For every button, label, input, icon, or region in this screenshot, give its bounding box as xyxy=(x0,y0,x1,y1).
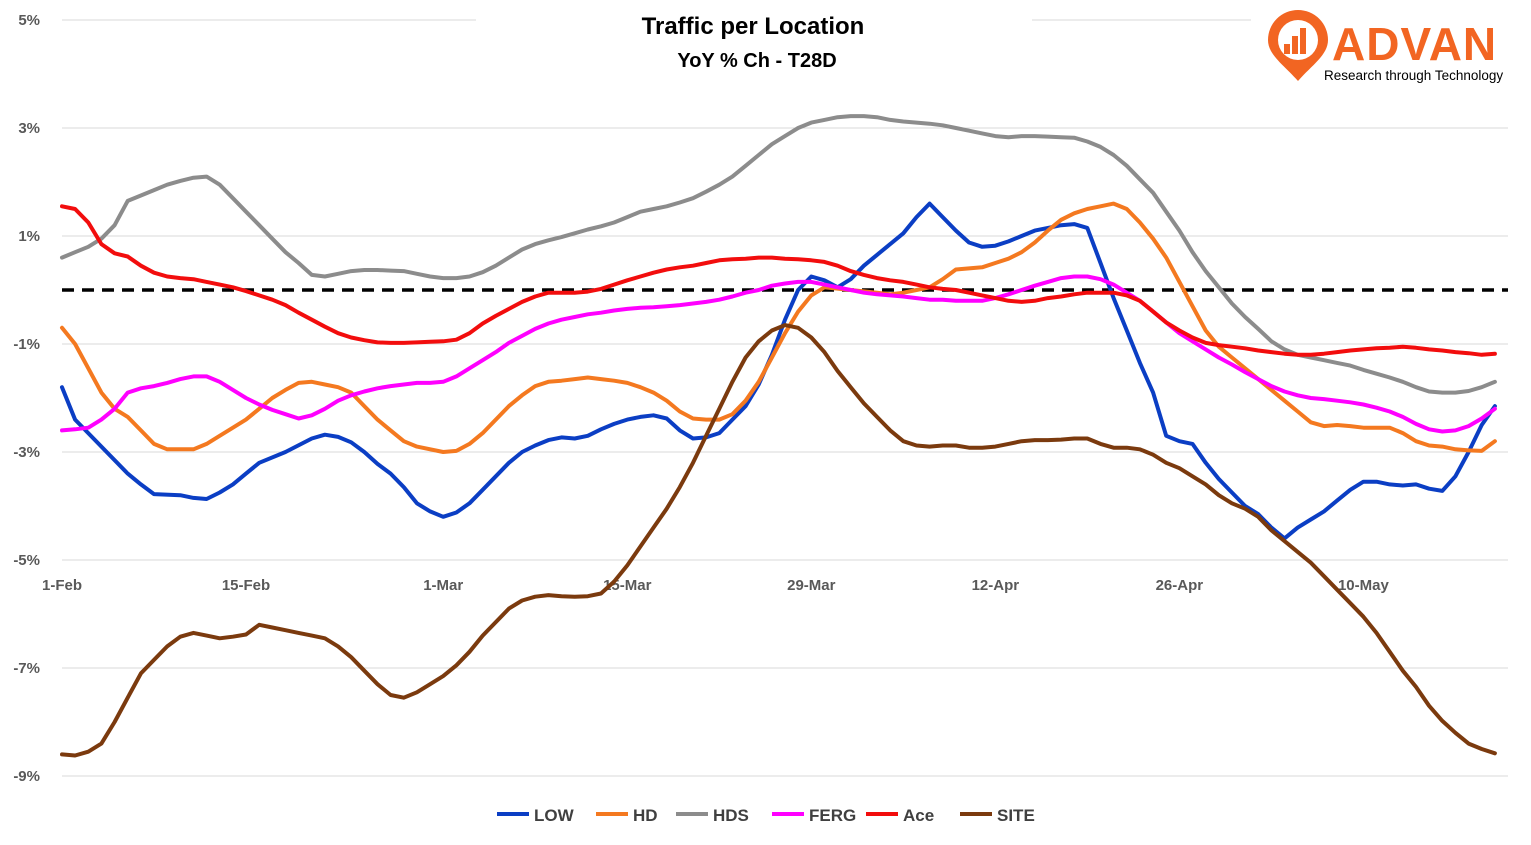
y-tick-label: 5% xyxy=(18,12,40,29)
logo-wordmark: ADVAN xyxy=(1332,18,1497,70)
x-tick-label: 10-May xyxy=(1338,577,1390,594)
series-lines xyxy=(60,114,1497,758)
legend-item-low: LOW xyxy=(497,806,575,825)
chart-title: Traffic per Location xyxy=(642,13,865,40)
y-axis-tick-labels: 5% 3% 1% -1% -3% -5% -7% -9% xyxy=(13,12,40,785)
legend-item-ace: Ace xyxy=(866,806,934,825)
series-line-ferg xyxy=(60,274,1497,434)
legend-label: SITE xyxy=(997,806,1035,825)
x-tick-label: 29-Mar xyxy=(787,577,836,594)
y-tick-label: -9% xyxy=(13,768,40,785)
legend-label: LOW xyxy=(534,806,575,825)
x-tick-label: 15-Feb xyxy=(222,577,270,594)
series-line-low xyxy=(60,201,1497,541)
y-tick-label: 3% xyxy=(18,120,40,137)
legend-item-hds: HDS xyxy=(676,806,749,825)
x-tick-label: 1-Feb xyxy=(42,577,82,594)
x-tick-label: 26-Apr xyxy=(1156,577,1204,594)
x-axis-tick-labels: 1-Feb 15-Feb 1-Mar 15-Mar 29-Mar 12-Apr 26-Apr… xyxy=(42,577,1389,594)
y-tick-label: -5% xyxy=(13,552,40,569)
legend-label: HDS xyxy=(713,806,749,825)
logo-tagline: Research through Technology xyxy=(1324,68,1503,83)
legend-label: HD xyxy=(633,806,658,825)
chart-subtitle: YoY % Ch - T28D xyxy=(677,50,836,72)
legend-label: Ace xyxy=(903,806,934,825)
y-tick-label: -1% xyxy=(13,336,40,353)
gridlines xyxy=(62,19,1508,777)
series-line-hds xyxy=(60,114,1497,395)
advan-logo: ADVAN Research through Technology xyxy=(1268,10,1503,83)
legend-item-hd: HD xyxy=(596,806,658,825)
y-tick-label: 1% xyxy=(18,228,40,245)
map-pin-icon xyxy=(1268,10,1328,81)
legend-label: FERG xyxy=(809,806,856,825)
legend-item-site: SITE xyxy=(960,806,1035,825)
y-tick-label: -7% xyxy=(13,660,40,677)
x-tick-label: 1-Mar xyxy=(423,577,463,594)
y-tick-label: -3% xyxy=(13,444,40,461)
legend-item-ferg: FERG xyxy=(772,806,856,825)
series-line-site xyxy=(60,323,1497,758)
series-line-ace xyxy=(60,204,1497,357)
legend: LOW HD HDS FERG Ace SITE xyxy=(497,806,1035,825)
x-tick-label: 12-Apr xyxy=(972,577,1020,594)
